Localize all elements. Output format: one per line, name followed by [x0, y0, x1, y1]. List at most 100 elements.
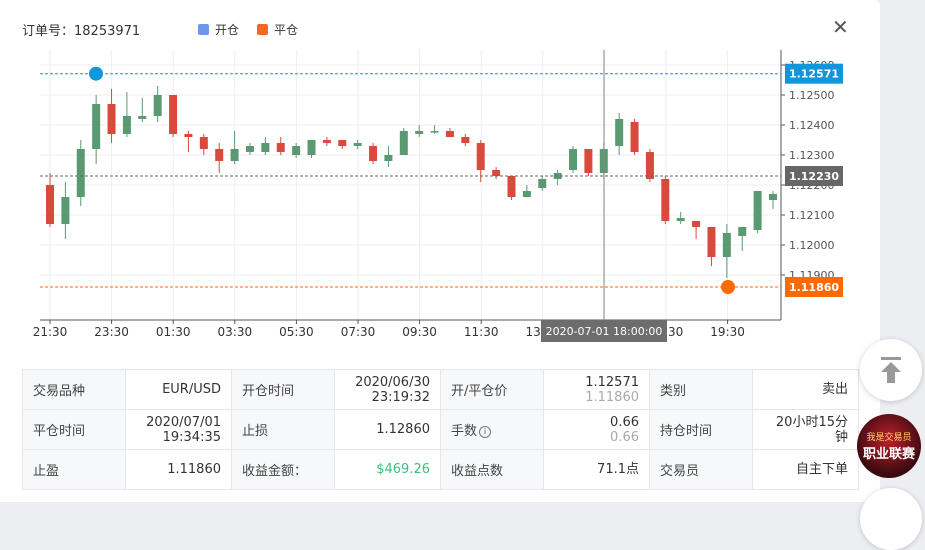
candle — [276, 137, 285, 155]
floating-button[interactable] — [860, 488, 922, 550]
candle-body — [569, 149, 578, 170]
value-open-time: 2020/06/30 23:19:32 — [334, 369, 441, 410]
x-tick-label: 01:30 — [156, 325, 191, 339]
candle-body — [769, 194, 777, 200]
label-symbol: 交易品种 — [22, 369, 126, 410]
candle — [322, 137, 331, 146]
badge-subtitle: 我是交易员 — [866, 433, 912, 443]
candle-body — [722, 233, 731, 257]
candle — [384, 146, 393, 167]
candlestick-chart: 1.126001.125001.124001.123001.122001.121… — [33, 50, 843, 342]
lots-label-text: 手数 — [451, 424, 478, 439]
candle — [107, 89, 116, 143]
candle-body — [753, 191, 762, 230]
value-stop-loss: 1.12860 — [334, 409, 441, 450]
candle — [61, 182, 70, 239]
candle-body — [138, 116, 147, 119]
label-take-profit: 止盈 — [22, 449, 126, 490]
candle — [338, 140, 347, 149]
league-badge[interactable]: 我是交易员 职业联赛 — [857, 414, 921, 478]
lots-open: 0.66 — [610, 414, 639, 430]
current-price-label-bg — [785, 166, 843, 186]
label-trader: 交易员 — [649, 449, 753, 490]
badge-title: 职业联赛 — [862, 447, 915, 462]
candle — [292, 143, 301, 158]
x-tick-label: 19:30 — [710, 325, 745, 339]
candle-body — [415, 131, 424, 134]
candle — [461, 134, 470, 146]
order-detail-panel: 订单号：18253971 开仓 平仓 ✕ 1.126001.125001.124… — [0, 0, 880, 502]
candle — [215, 143, 224, 173]
value-profit-pips: 71.1点 — [543, 449, 650, 490]
legend-open-label: 开仓 — [215, 23, 240, 37]
candle-body — [184, 134, 193, 137]
y-tick-label: 1.12400 — [789, 119, 835, 132]
candle — [645, 149, 654, 182]
x-tick-label: 11:30 — [464, 325, 499, 339]
candle-body — [122, 116, 131, 134]
candle-body — [353, 143, 362, 146]
legend-open: 开仓 — [198, 21, 239, 38]
candle-body — [276, 143, 285, 152]
candle-body — [215, 149, 224, 161]
candle — [153, 86, 162, 122]
candle — [307, 140, 316, 158]
candle — [661, 176, 670, 224]
candle — [353, 140, 362, 149]
candle — [522, 185, 531, 197]
candle — [769, 191, 777, 209]
candle — [245, 143, 254, 155]
candle-body — [399, 131, 408, 155]
candle — [538, 176, 547, 191]
candle-body — [169, 95, 178, 134]
candle — [722, 224, 731, 278]
legend-open-swatch — [198, 24, 209, 35]
candle-body — [584, 149, 593, 173]
candle-body — [369, 146, 378, 161]
x-tick-label: 03:30 — [218, 325, 253, 339]
detail-row: 止盈 1.11860 收益金额： $469.26 收益点数 71.1点 交易员 … — [22, 449, 859, 490]
candle — [169, 95, 178, 137]
close-clock: 19:34:35 — [162, 429, 221, 445]
label-stop-loss: 止损 — [231, 409, 335, 450]
candle — [445, 128, 454, 137]
crosshair-label-bg — [541, 320, 667, 342]
candle — [492, 167, 501, 179]
order-number-label: 订单号： — [22, 24, 75, 39]
x-tick-label: 07:30 — [341, 325, 376, 339]
candle — [476, 140, 485, 182]
crosshair-label: 2020-07-01 18:00:00 — [546, 325, 663, 338]
candle-body — [92, 104, 101, 149]
candle-body — [292, 146, 301, 155]
candle — [430, 125, 439, 134]
candle-body — [430, 131, 439, 133]
value-hold-time: 20小时15分钟 — [752, 409, 859, 450]
arrow-up-icon — [881, 357, 901, 383]
candle-body — [492, 170, 501, 176]
candle — [415, 125, 424, 137]
candle — [184, 131, 193, 152]
candle-body — [630, 122, 639, 152]
candle-body — [738, 227, 747, 236]
candle — [507, 176, 516, 200]
detail-row: 平仓时间 2020/07/01 19:34:35 止损 1.12860 手数 i 0… — [22, 409, 859, 450]
candle — [569, 146, 578, 173]
candle — [369, 143, 378, 164]
info-icon[interactable]: i — [479, 426, 492, 438]
back-to-top-button[interactable] — [860, 339, 922, 401]
candle-body — [692, 221, 701, 227]
label-open-close-price: 开/平仓价 — [440, 369, 544, 410]
open-clock: 23:19:32 — [371, 389, 430, 405]
open-price: 1.12571 — [585, 374, 639, 390]
close-price-label: 1.11860 — [789, 281, 839, 294]
value-close-time: 2020/07/01 19:34:35 — [125, 409, 232, 450]
candle-body — [307, 140, 316, 155]
candle-body — [261, 143, 270, 152]
legend-close-label: 平仓 — [274, 23, 299, 37]
x-tick-label: 23:30 — [94, 325, 129, 339]
close-icon[interactable]: ✕ — [832, 15, 849, 39]
open-price-label: 1.12571 — [789, 68, 839, 81]
value-symbol: EUR/USD — [125, 369, 232, 410]
open-date: 2020/06/30 — [355, 374, 430, 390]
candle-body — [61, 197, 70, 224]
